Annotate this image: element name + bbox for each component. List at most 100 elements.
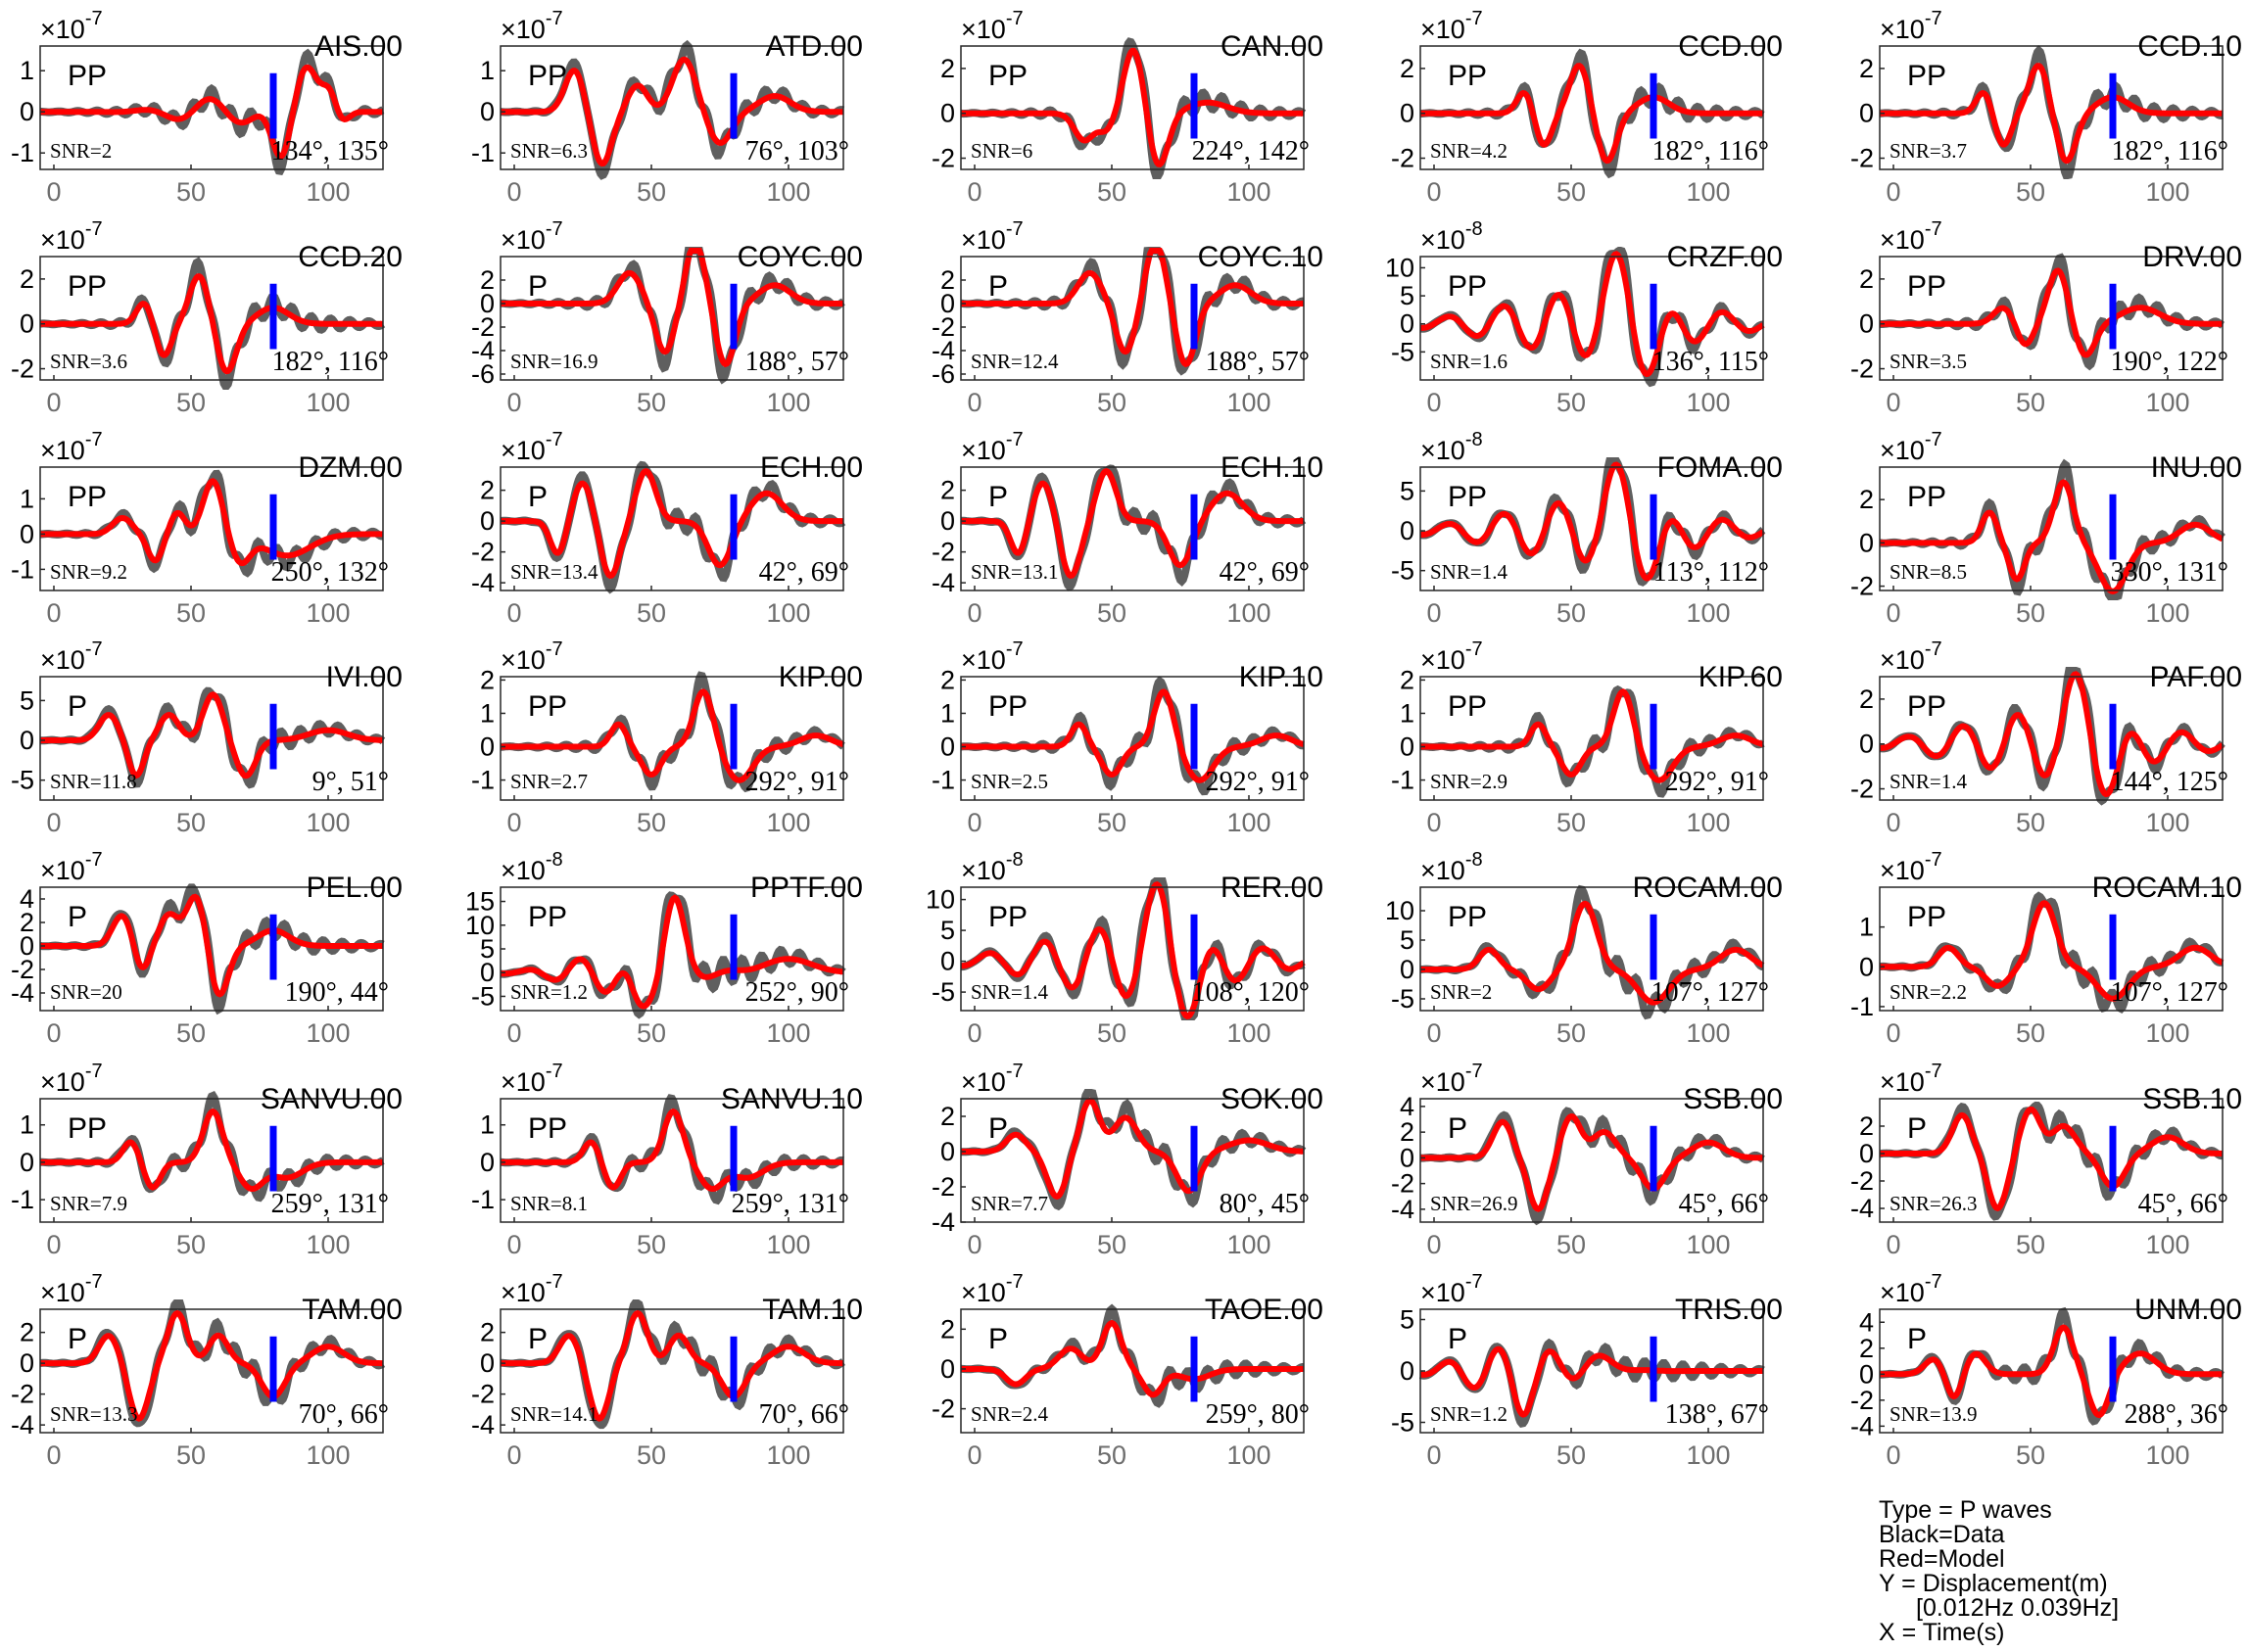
axes-frame [500,1098,844,1223]
y-tick-label: 0 [20,519,34,548]
exponent-label: ×10-7 [1880,8,1942,44]
x-tick-label: 100 [1686,177,1730,207]
y-tick-label: 0 [480,958,495,987]
x-tick-label: 0 [1426,1018,1441,1048]
azimuth-label: 292°, 91° [745,767,849,797]
y-tick-label: -1 [11,1185,34,1214]
station-label: SSB.10 [2142,1083,2242,1115]
snr-label: SNR=13.3 [50,1402,137,1426]
x-tick-label: 0 [506,388,521,417]
station-label: PAF.00 [2150,661,2243,693]
panel-foma-00: 0 50 100 -5 0 5×10-8 PP FOMA.00 SNR=1.4 113°, 112… [1391,429,1783,628]
x-tick-label: 50 [1556,598,1586,628]
snr-label: SNR=16.9 [510,350,598,373]
y-tick-label: 0 [1400,516,1414,545]
snr-label: SNR=13.4 [510,560,598,584]
x-tick-label: 100 [1686,808,1730,837]
axes-frame [39,676,384,801]
x-tick-label: 50 [1097,1230,1126,1259]
x-tick-label: 0 [967,1440,981,1470]
y-tick-label: -1 [11,138,34,167]
y-tick-label: -6 [471,359,495,389]
station-label: TAOE.00 [1205,1294,1323,1326]
axes-frame [500,256,844,381]
exponent-label: ×10-7 [961,1271,1024,1307]
model-trace [1880,63,2223,165]
exponent-label: ×10-7 [961,429,1024,465]
x-tick-label: 50 [1556,808,1586,837]
phase-label: PP [68,270,107,303]
model-trace [1420,688,1764,783]
azimuth-label: 76°, 103° [745,136,849,166]
x-tick-label: 50 [176,388,206,417]
x-tick-label: 100 [306,808,350,837]
phase-label: P [1448,1112,1467,1145]
azimuth-label: 107°, 127° [1651,977,1769,1008]
phase-label: P [988,270,1008,303]
panel-sanvu-10: 0 50 100 -1 0 1×10-7 PP SANVU.10 SNR=8.1 259°, 13… [471,1061,863,1259]
snr-label: SNR=7.9 [50,1192,127,1215]
exponent-label: ×10-7 [40,849,103,885]
x-tick-label: 100 [766,1018,810,1048]
x-tick-label: 50 [2016,177,2045,207]
azimuth-label: 45°, 66° [2138,1189,2228,1219]
model-trace [40,1309,383,1422]
exponent-label: ×10-7 [961,8,1024,44]
phase-label: PP [1448,481,1487,513]
y-tick-label: -4 [1850,1194,1874,1223]
x-tick-label: 0 [506,1018,521,1048]
phase-label: PP [1448,901,1487,933]
azimuth-label: 182°, 116° [2112,136,2228,166]
snr-label: SNR=13.9 [1890,1402,1977,1426]
legend-black: Black=Data [1879,1521,2005,1548]
panel-kip-10: 0 50 100 -1 0 1 2×10-7 PP KIP.10 SNR=2.5 292°, 91° [932,638,1323,837]
x-tick-label: 50 [176,177,206,207]
azimuth-label: 330°, 131° [2111,557,2228,588]
x-tick-label: 50 [1097,808,1126,837]
y-tick-label: 2 [480,265,495,295]
phase-label: P [1448,1323,1467,1355]
y-tick-label: 5 [20,685,34,715]
azimuth-label: 45°, 66° [1679,1189,1769,1219]
x-tick-label: 100 [306,177,350,207]
data-trace [961,877,1306,1020]
y-tick-label: 5 [1400,281,1414,310]
panel-sok-00: 0 50 100 -4 -2 0 2×10-7 P SOK.00 SNR=7.7 80°, 45° [932,1061,1323,1259]
y-tick-label: 0 [480,289,495,318]
x-tick-label: 50 [1097,177,1126,207]
station-label: ECH.10 [1220,451,1323,484]
azimuth-label: 259°, 80° [1206,1399,1310,1430]
panel-ivi-00: 0 50 100 -5 0 5×10-7 P IVI.00 SNR=11.8 9°, 51° [11,638,403,837]
phase-label: PP [1907,270,1946,303]
x-tick-label: 50 [1556,1230,1586,1259]
y-tick-label: 1 [940,698,955,728]
y-tick-label: 2 [940,1314,955,1344]
x-tick-label: 50 [176,1440,206,1470]
y-tick-label: -2 [471,312,495,342]
axes-frame [960,886,1305,1012]
exponent-label: ×10-7 [40,638,103,675]
x-tick-label: 100 [306,388,350,417]
azimuth-label: 70°, 66° [759,1399,849,1430]
model-trace [1880,1106,2223,1212]
model-trace [961,47,1304,168]
x-tick-label: 100 [766,1440,810,1470]
x-tick-label: 100 [1686,1018,1730,1048]
x-tick-label: 100 [306,598,350,628]
y-tick-label: -4 [11,978,34,1008]
panel-taoe-00: 0 50 100 -2 0 2×10-7 P TAOE.00 SNR=2.4 259°, 80° [932,1271,1323,1470]
snr-label: SNR=2.9 [1430,770,1507,793]
x-tick-label: 50 [1556,388,1586,417]
phase-label: P [988,1323,1008,1355]
y-tick-label: 5 [1400,1305,1414,1335]
axes-frame [1419,886,1764,1012]
x-tick-label: 100 [306,1230,350,1259]
station-label: TAM.00 [302,1294,403,1326]
y-tick-label: 10 [1385,896,1414,925]
azimuth-label: 292°, 91° [1665,767,1769,797]
